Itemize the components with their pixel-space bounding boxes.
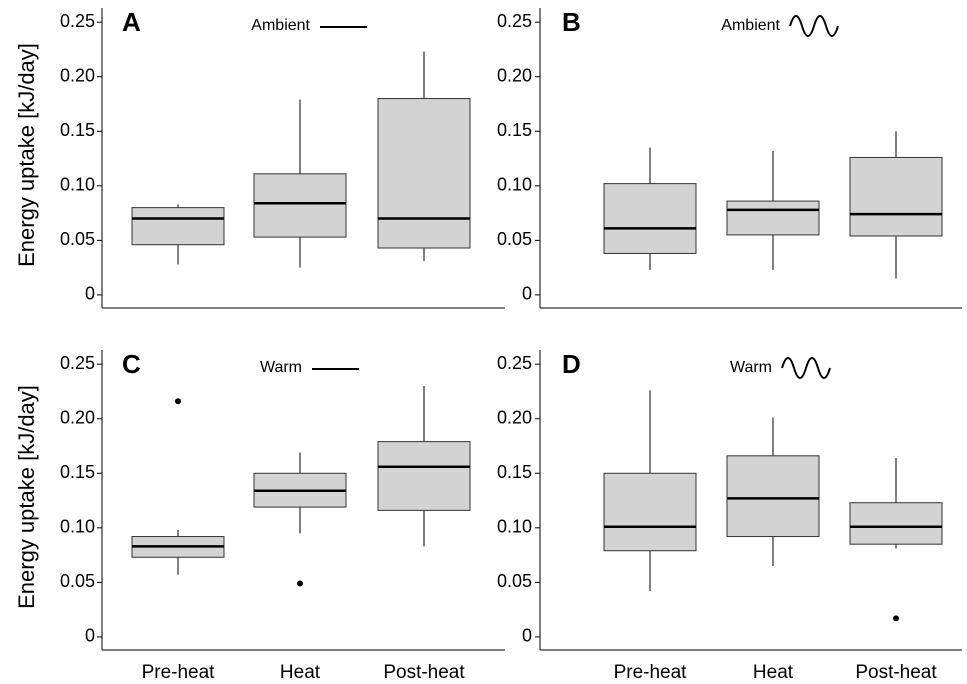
panel-letter: D xyxy=(562,349,581,379)
y-tick-label: 0.20 xyxy=(497,407,532,427)
y-tick-label: 0.25 xyxy=(497,11,532,31)
legend-label: Ambient xyxy=(251,17,310,34)
legend-wave xyxy=(781,357,831,379)
x-tick-label: Post-heat xyxy=(383,662,465,683)
legend-label: Ambient xyxy=(721,17,780,34)
y-tick-label: 0.15 xyxy=(60,462,95,482)
box xyxy=(849,502,943,545)
y-tick-label: 0.15 xyxy=(60,120,95,140)
x-tick-label: Heat xyxy=(753,662,794,683)
box xyxy=(131,207,225,246)
legend-label: Warm xyxy=(730,359,772,376)
outlier xyxy=(297,580,303,587)
legend-wave xyxy=(789,15,839,37)
panel-letter: A xyxy=(122,7,141,37)
y-tick-label: 0.10 xyxy=(60,517,95,537)
outlier xyxy=(175,398,181,405)
y-tick-label: 0.25 xyxy=(60,353,95,373)
y-tick-label: 0.10 xyxy=(497,517,532,537)
box xyxy=(377,441,471,511)
x-tick-label: Pre-heat xyxy=(614,662,688,683)
y-tick-label: 0.20 xyxy=(497,65,532,85)
panel-letter: C xyxy=(122,349,141,379)
y-tick-label: 0.25 xyxy=(60,11,95,31)
box xyxy=(726,200,820,236)
y-tick-label: 0.05 xyxy=(497,571,532,591)
y-tick-label: 0.05 xyxy=(60,571,95,591)
y-axis-label: Energy uptake [kJ/day] xyxy=(14,385,39,609)
x-tick-label: Heat xyxy=(280,662,321,683)
box xyxy=(377,98,471,249)
box xyxy=(849,156,943,237)
y-tick-label: 0.20 xyxy=(60,407,95,427)
x-tick-label: Post-heat xyxy=(855,662,937,683)
legend-label: Warm xyxy=(260,359,302,376)
x-tick-label: Pre-heat xyxy=(142,662,216,683)
box xyxy=(603,183,697,254)
y-tick-label: 0 xyxy=(522,626,532,646)
y-tick-label: 0.25 xyxy=(497,353,532,373)
y-tick-label: 0 xyxy=(522,284,532,304)
y-tick-label: 0.10 xyxy=(497,175,532,195)
y-tick-label: 0.15 xyxy=(497,120,532,140)
y-tick-label: 0.15 xyxy=(497,462,532,482)
box xyxy=(726,455,820,538)
box xyxy=(603,472,697,552)
box xyxy=(253,173,347,238)
y-tick-label: 0 xyxy=(85,626,95,646)
y-tick-label: 0.05 xyxy=(60,229,95,249)
y-tick-label: 0.20 xyxy=(60,65,95,85)
y-tick-label: 0 xyxy=(85,284,95,304)
panel-letter: B xyxy=(562,7,581,37)
y-tick-label: 0.05 xyxy=(497,229,532,249)
y-tick-label: 0.10 xyxy=(60,175,95,195)
outlier xyxy=(893,615,899,622)
y-axis-label: Energy uptake [kJ/day] xyxy=(14,43,39,267)
